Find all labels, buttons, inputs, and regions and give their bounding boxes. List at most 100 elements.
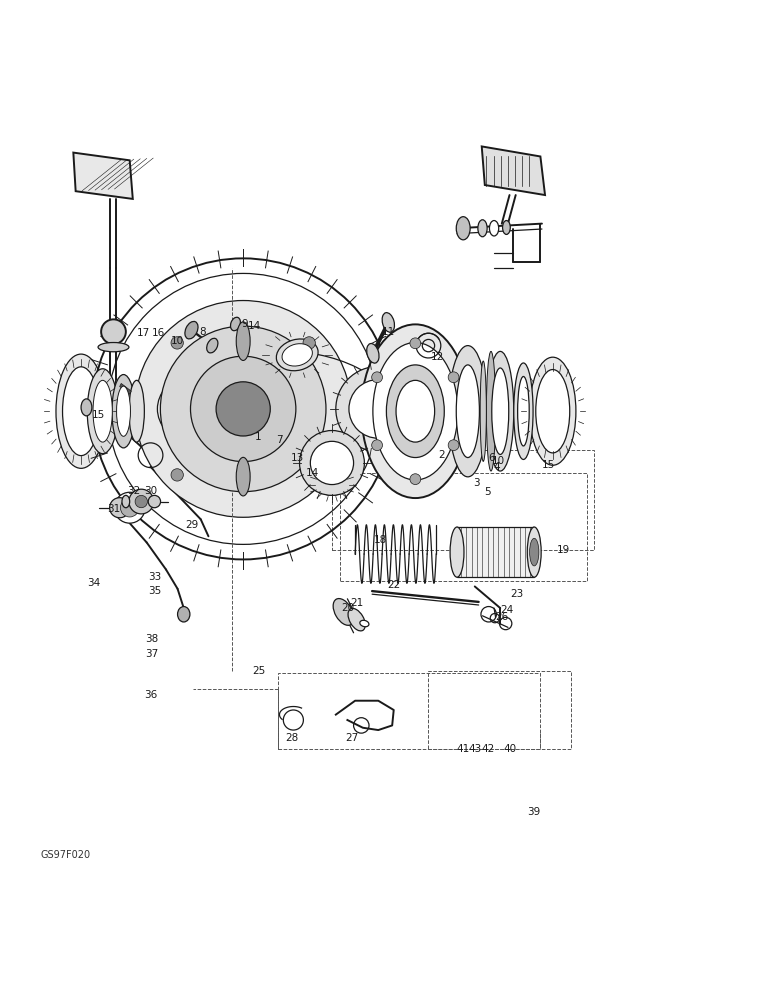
Text: 40: 40 <box>503 744 516 754</box>
Ellipse shape <box>456 217 470 240</box>
Ellipse shape <box>361 324 469 498</box>
Text: 8: 8 <box>199 327 205 337</box>
Circle shape <box>101 319 126 344</box>
Text: 15: 15 <box>92 410 106 420</box>
Text: 13: 13 <box>290 453 304 463</box>
Text: 6: 6 <box>489 453 495 463</box>
Ellipse shape <box>478 220 487 237</box>
Ellipse shape <box>93 380 113 442</box>
Circle shape <box>171 337 184 349</box>
Text: 34: 34 <box>87 578 101 588</box>
Text: 18: 18 <box>374 535 388 545</box>
Text: 43: 43 <box>469 744 482 754</box>
Ellipse shape <box>56 354 106 468</box>
Text: 14: 14 <box>306 468 320 478</box>
Text: 7: 7 <box>276 435 283 445</box>
Text: 36: 36 <box>144 690 157 700</box>
Ellipse shape <box>536 370 570 453</box>
Polygon shape <box>120 383 131 394</box>
Text: 20: 20 <box>340 603 354 613</box>
Text: GS97F020: GS97F020 <box>40 850 90 860</box>
Text: 9: 9 <box>242 319 248 329</box>
Circle shape <box>135 301 351 517</box>
Circle shape <box>135 495 147 508</box>
Text: 31: 31 <box>107 504 121 514</box>
Text: 16: 16 <box>151 328 165 338</box>
Bar <box>457 527 534 577</box>
Circle shape <box>148 495 161 508</box>
Ellipse shape <box>486 351 514 471</box>
Ellipse shape <box>450 527 464 577</box>
Ellipse shape <box>480 361 486 461</box>
Text: 26: 26 <box>495 612 509 622</box>
Text: 30: 30 <box>144 486 157 496</box>
Text: 21: 21 <box>350 598 364 608</box>
Ellipse shape <box>517 376 529 446</box>
Ellipse shape <box>178 607 190 622</box>
Ellipse shape <box>81 399 92 416</box>
Text: 32: 32 <box>127 486 141 496</box>
Text: 42: 42 <box>481 744 495 754</box>
Ellipse shape <box>492 368 509 454</box>
Ellipse shape <box>367 344 379 363</box>
Circle shape <box>161 326 326 492</box>
Ellipse shape <box>63 367 100 456</box>
Polygon shape <box>103 401 124 414</box>
Text: 4: 4 <box>493 462 499 472</box>
Ellipse shape <box>129 380 144 442</box>
Circle shape <box>171 469 184 481</box>
Text: 12: 12 <box>430 352 444 362</box>
Ellipse shape <box>122 495 130 508</box>
Ellipse shape <box>334 599 354 625</box>
Circle shape <box>410 474 421 485</box>
Circle shape <box>303 469 315 481</box>
Ellipse shape <box>449 346 487 477</box>
Circle shape <box>371 372 382 383</box>
Ellipse shape <box>503 221 510 234</box>
Circle shape <box>110 498 130 518</box>
Ellipse shape <box>236 457 250 496</box>
Text: 35: 35 <box>147 586 161 596</box>
Ellipse shape <box>282 344 313 366</box>
Circle shape <box>410 338 421 349</box>
Bar <box>278 673 540 749</box>
Ellipse shape <box>373 343 458 480</box>
Text: 5: 5 <box>485 487 491 497</box>
Text: 14: 14 <box>248 321 262 331</box>
Text: 38: 38 <box>145 634 159 644</box>
Polygon shape <box>73 153 133 199</box>
Text: 33: 33 <box>147 572 161 582</box>
Ellipse shape <box>386 365 444 458</box>
Circle shape <box>216 382 270 436</box>
Text: 19: 19 <box>557 545 571 555</box>
Text: 2: 2 <box>438 450 445 460</box>
Circle shape <box>310 441 354 485</box>
Circle shape <box>191 356 296 462</box>
Text: 23: 23 <box>510 589 524 599</box>
Bar <box>332 450 594 550</box>
Circle shape <box>300 431 364 495</box>
Ellipse shape <box>530 357 576 465</box>
Text: 25: 25 <box>252 666 266 676</box>
Text: 10: 10 <box>171 336 185 346</box>
Text: 29: 29 <box>185 520 198 530</box>
Ellipse shape <box>207 338 218 353</box>
Ellipse shape <box>530 538 539 566</box>
Text: 3: 3 <box>473 478 479 488</box>
Ellipse shape <box>236 322 250 360</box>
Ellipse shape <box>396 380 435 442</box>
Ellipse shape <box>112 375 135 448</box>
Text: 22: 22 <box>387 580 401 590</box>
Ellipse shape <box>87 369 118 454</box>
Text: 39: 39 <box>527 807 541 817</box>
Text: 27: 27 <box>345 733 359 743</box>
Circle shape <box>449 372 459 383</box>
Text: 24: 24 <box>500 605 514 615</box>
Circle shape <box>114 492 145 523</box>
Circle shape <box>120 498 139 517</box>
Ellipse shape <box>486 351 496 471</box>
Text: 11: 11 <box>381 327 395 337</box>
Ellipse shape <box>360 620 369 627</box>
Ellipse shape <box>276 339 318 371</box>
Ellipse shape <box>514 363 533 459</box>
